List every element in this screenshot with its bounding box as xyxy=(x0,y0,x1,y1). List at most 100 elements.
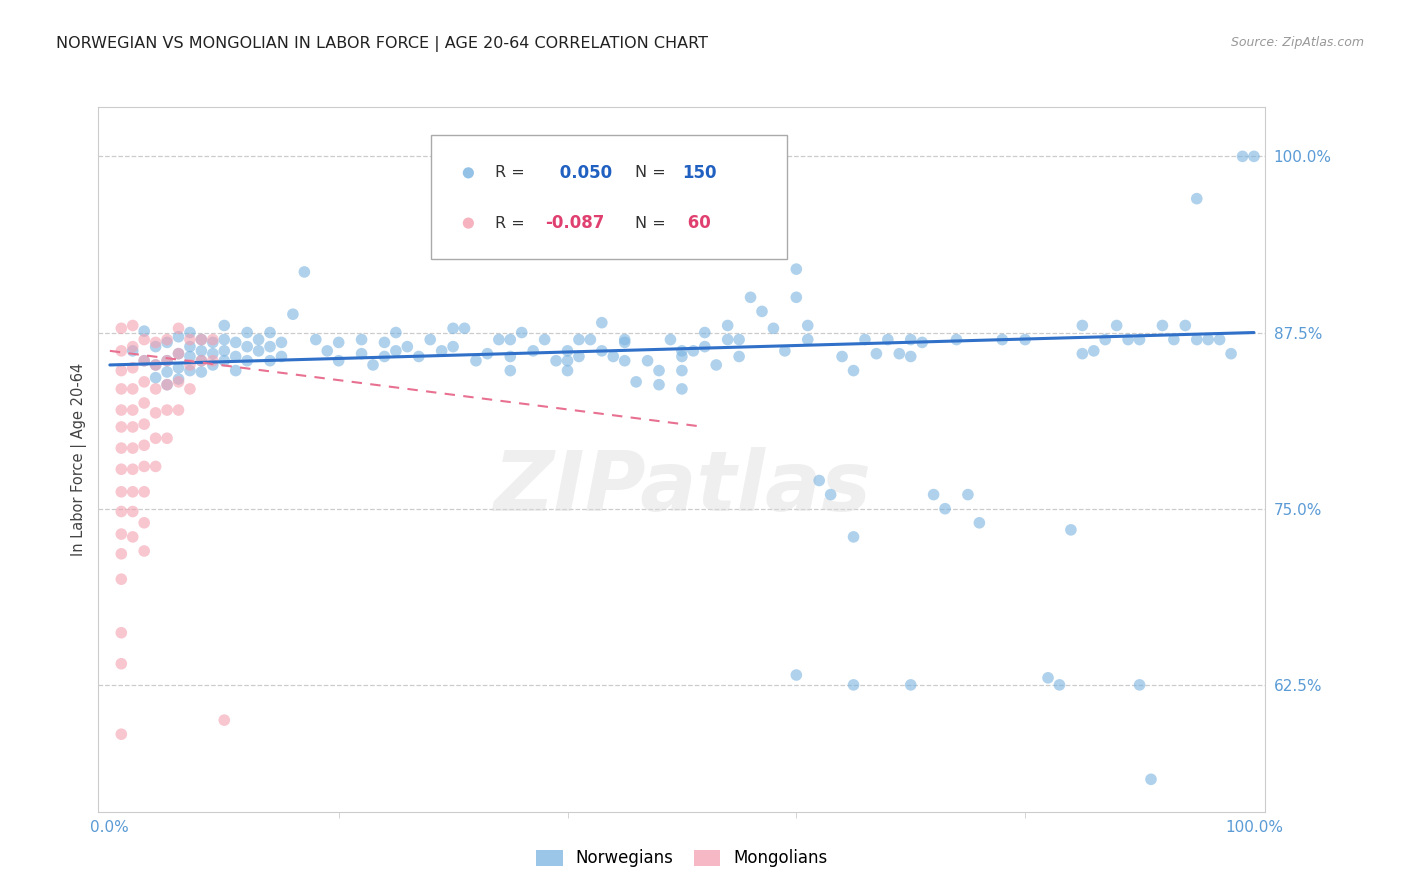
Point xyxy=(259,340,281,354)
Point xyxy=(1116,333,1139,347)
Point xyxy=(1185,333,1208,347)
Point xyxy=(167,330,190,344)
Point xyxy=(145,406,167,420)
Point xyxy=(1197,333,1219,347)
Point xyxy=(785,262,807,277)
Point xyxy=(167,346,190,360)
Point xyxy=(544,353,567,368)
Point xyxy=(385,343,408,358)
Point xyxy=(461,382,484,396)
Point xyxy=(1049,678,1071,692)
Point xyxy=(911,335,934,350)
Point xyxy=(408,350,430,364)
Point xyxy=(488,333,510,347)
Point xyxy=(889,346,911,360)
Point xyxy=(134,484,156,499)
Point xyxy=(797,333,820,347)
Point xyxy=(557,343,579,358)
Point xyxy=(134,353,156,368)
Text: 150: 150 xyxy=(682,164,717,182)
Point xyxy=(145,335,167,350)
Point xyxy=(1105,318,1128,333)
Point xyxy=(350,333,373,347)
Point xyxy=(876,333,898,347)
Point xyxy=(1208,333,1230,347)
Point xyxy=(671,382,693,396)
Point xyxy=(110,382,132,396)
Point xyxy=(956,487,979,501)
Point xyxy=(134,324,156,338)
Point xyxy=(945,333,967,347)
Point xyxy=(328,335,350,350)
Text: R =: R = xyxy=(495,165,530,180)
Point xyxy=(236,340,259,354)
Point xyxy=(751,304,773,318)
Text: R =: R = xyxy=(495,216,530,231)
Point xyxy=(350,346,373,360)
Point xyxy=(121,462,143,476)
Point xyxy=(624,375,647,389)
Point xyxy=(236,326,259,340)
Point xyxy=(461,281,484,295)
Point xyxy=(373,350,395,364)
Point xyxy=(134,516,156,530)
Point xyxy=(991,333,1014,347)
Point xyxy=(717,333,740,347)
Point xyxy=(682,343,704,358)
Point xyxy=(110,527,132,541)
Point xyxy=(579,333,602,347)
Point xyxy=(522,343,544,358)
Point xyxy=(156,377,179,392)
Point xyxy=(740,290,762,304)
Point xyxy=(934,501,956,516)
Point xyxy=(270,350,292,364)
Point xyxy=(659,333,682,347)
Point xyxy=(110,343,132,358)
Point xyxy=(453,321,475,335)
Point xyxy=(557,353,579,368)
Point xyxy=(134,438,156,452)
Point xyxy=(145,370,167,384)
Text: Source: ZipAtlas.com: Source: ZipAtlas.com xyxy=(1230,36,1364,49)
Point xyxy=(167,403,190,417)
Text: NORWEGIAN VS MONGOLIAN IN LABOR FORCE | AGE 20-64 CORRELATION CHART: NORWEGIAN VS MONGOLIAN IN LABOR FORCE | … xyxy=(56,36,709,52)
FancyBboxPatch shape xyxy=(432,136,787,259)
Point xyxy=(156,377,179,392)
Point xyxy=(900,333,922,347)
Point xyxy=(557,363,579,377)
Point xyxy=(831,350,853,364)
Point xyxy=(167,346,190,360)
Point xyxy=(236,353,259,368)
Point xyxy=(671,343,693,358)
Point xyxy=(441,321,464,335)
Point xyxy=(292,265,315,279)
Point xyxy=(110,547,132,561)
Point xyxy=(214,353,236,368)
Point xyxy=(693,326,716,340)
Point xyxy=(167,375,190,389)
Point xyxy=(1152,318,1174,333)
Point xyxy=(533,333,555,347)
Point xyxy=(225,335,247,350)
Point xyxy=(121,441,143,455)
Point xyxy=(396,340,419,354)
Point xyxy=(922,487,945,501)
Point xyxy=(156,353,179,368)
Point xyxy=(110,420,132,434)
Point xyxy=(214,713,236,727)
Point xyxy=(1185,192,1208,206)
Point xyxy=(613,333,636,347)
Point xyxy=(110,727,132,741)
Point xyxy=(259,353,281,368)
Point xyxy=(134,417,156,431)
Point xyxy=(785,290,807,304)
Point xyxy=(179,358,201,372)
Point xyxy=(156,431,179,445)
Text: N =: N = xyxy=(636,165,666,180)
Point xyxy=(1220,346,1243,360)
Point xyxy=(499,363,522,377)
Y-axis label: In Labor Force | Age 20-64: In Labor Force | Age 20-64 xyxy=(72,363,87,556)
Point xyxy=(201,353,224,368)
Point xyxy=(190,353,212,368)
Point xyxy=(201,346,224,360)
